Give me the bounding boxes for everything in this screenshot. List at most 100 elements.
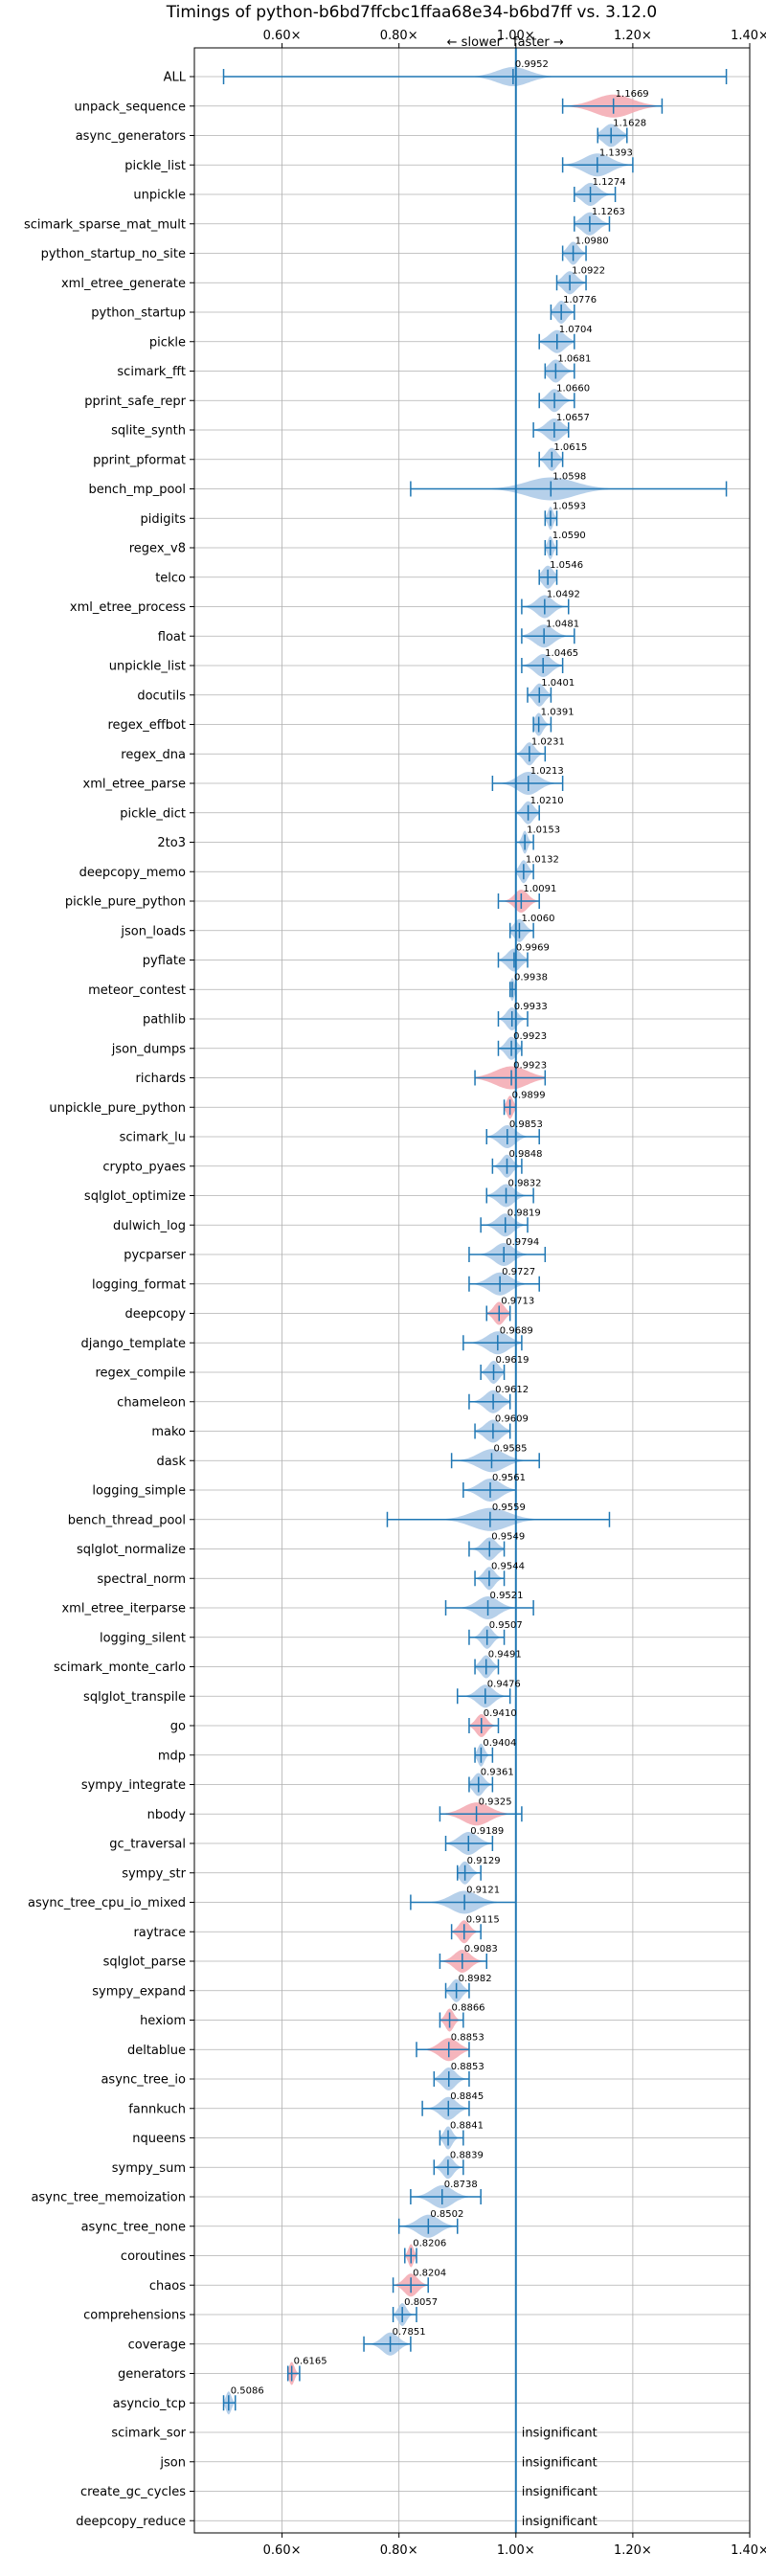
benchmark-label: scimark_lu [120, 1131, 186, 1145]
benchmark-label: sqlglot_parse [103, 1955, 186, 1970]
benchmark-label: mdp [158, 1749, 186, 1763]
value-label: 0.7851 [393, 2327, 426, 2338]
faster-annotation: faster → [513, 35, 564, 50]
value-label: 0.8057 [404, 2297, 438, 2308]
value-label: 0.9129 [467, 1856, 501, 1866]
benchmark-label: ALL [164, 71, 187, 85]
benchmark-label: docutils [137, 689, 186, 703]
benchmark-label: json [159, 2455, 186, 2470]
value-label: 0.8982 [459, 1974, 492, 1984]
value-label: 0.8839 [450, 2150, 484, 2160]
benchmark-label: sqlite_synth [111, 424, 186, 439]
value-label: 0.9521 [490, 1591, 524, 1601]
value-label: 0.9559 [492, 1503, 526, 1513]
benchmark-label: telco [155, 571, 186, 585]
value-label: 1.0980 [575, 237, 609, 247]
value-label: 0.9923 [513, 1061, 547, 1072]
value-label: 0.9923 [513, 1031, 547, 1042]
value-label: 1.0481 [546, 619, 579, 629]
value-label: 0.9491 [488, 1650, 522, 1661]
benchmark-label: python_startup_no_site [41, 247, 186, 261]
value-label: 0.9952 [515, 59, 549, 70]
x-tick-label-top: 0.60× [263, 29, 302, 43]
value-label: 0.9819 [507, 1208, 541, 1218]
benchmark-label: logging_silent [100, 1631, 186, 1645]
value-label: 1.0210 [530, 796, 564, 806]
value-label: 1.0231 [531, 736, 565, 747]
benchmark-label: regex_dna [121, 748, 186, 762]
benchmark-label: pprint_pformat [93, 453, 186, 467]
value-label: 0.9609 [495, 1414, 529, 1425]
value-label: 0.8845 [450, 2091, 484, 2102]
value-label: 1.0590 [552, 531, 586, 541]
benchmark-label: regex_v8 [129, 542, 186, 556]
benchmark-label: create_gc_cycles [80, 2485, 186, 2499]
x-tick-label-bottom: 0.80× [380, 2543, 418, 2558]
slower-annotation: ← slower [447, 35, 503, 50]
value-label: 1.0598 [552, 472, 586, 483]
value-label: 0.9727 [502, 1267, 535, 1277]
benchmark-label: coroutines [121, 2249, 186, 2264]
value-label: 1.0615 [553, 442, 587, 453]
benchmark-label: deepcopy_reduce [76, 2515, 186, 2529]
benchmark-label: dask [156, 1455, 186, 1469]
x-tick-label-top: 1.40× [731, 29, 766, 43]
benchmark-label: go [170, 1720, 186, 1734]
benchmark-label: deltablue [127, 2044, 186, 2058]
value-label: 0.9713 [501, 1297, 534, 1307]
value-label: 0.9619 [496, 1355, 529, 1366]
benchmark-label: pickle [149, 335, 186, 350]
benchmark-label: pycparser [124, 1249, 186, 1263]
value-label: 0.8853 [451, 2032, 484, 2043]
value-label: 1.0401 [541, 678, 574, 689]
insignificant-label: insignificant [522, 2515, 597, 2529]
chart-marks [222, 48, 728, 2533]
insignificant-label: insignificant [522, 2455, 597, 2470]
x-tick-label-bottom: 1.20× [614, 2543, 652, 2558]
benchmark-label: scimark_sor [111, 2427, 186, 2441]
value-label: 0.9325 [479, 1796, 512, 1807]
benchmark-label: comprehensions [83, 2309, 186, 2323]
value-label: 1.0776 [563, 295, 597, 305]
value-label: 0.9361 [481, 1768, 514, 1778]
benchmark-label: crypto_pyaes [102, 1160, 186, 1174]
benchmark-label: sqlglot_normalize [77, 1543, 186, 1557]
benchmark-label: coverage [128, 2338, 186, 2352]
benchmark-label: gc_traversal [109, 1838, 186, 1852]
value-label: 0.9083 [464, 1944, 498, 1955]
benchmark-label: python_startup [91, 306, 186, 321]
benchmark-label: nbody [147, 1808, 187, 1822]
benchmark-label: chaos [149, 2279, 186, 2294]
value-label: 0.9832 [508, 1179, 542, 1189]
benchmark-label: unpack_sequence [74, 100, 186, 114]
value-label: 0.9938 [514, 972, 548, 983]
insignificant-label: insignificant [522, 2485, 597, 2499]
value-label: 0.9561 [492, 1473, 526, 1483]
x-tick-label-bottom: 0.60× [263, 2543, 302, 2558]
value-label: 1.1393 [599, 147, 633, 158]
value-label: 0.9585 [493, 1443, 527, 1454]
benchmark-label: pprint_safe_repr [84, 395, 186, 409]
benchmark-label: json_loads [120, 924, 186, 938]
value-label: 1.1628 [613, 119, 646, 129]
value-label: 1.0681 [557, 354, 591, 365]
value-label: 0.9794 [506, 1237, 539, 1248]
benchmark-label: pidigits [141, 512, 187, 527]
value-label: 1.0657 [556, 413, 590, 423]
value-label: 1.0660 [556, 383, 590, 394]
benchmark-label: logging_simple [92, 1484, 186, 1499]
benchmark-label: logging_format [92, 1277, 186, 1292]
x-tick-label-top: 1.00× [497, 29, 535, 43]
value-label: 0.9549 [491, 1532, 525, 1543]
value-label: 0.9189 [470, 1826, 504, 1837]
x-tick-label-top: 0.80× [380, 29, 418, 43]
benchmark-label: asyncio_tcp [113, 2397, 186, 2411]
benchmark-label: pickle_dict [120, 806, 186, 821]
benchmark-label: sqlglot_optimize [84, 1189, 186, 1204]
benchmark-label: nqueens [132, 2132, 186, 2146]
value-label: 0.8866 [452, 2003, 485, 2014]
value-label: 0.9507 [489, 1620, 523, 1631]
benchmark-label: deepcopy [124, 1307, 186, 1322]
value-label: 0.9476 [487, 1679, 521, 1689]
